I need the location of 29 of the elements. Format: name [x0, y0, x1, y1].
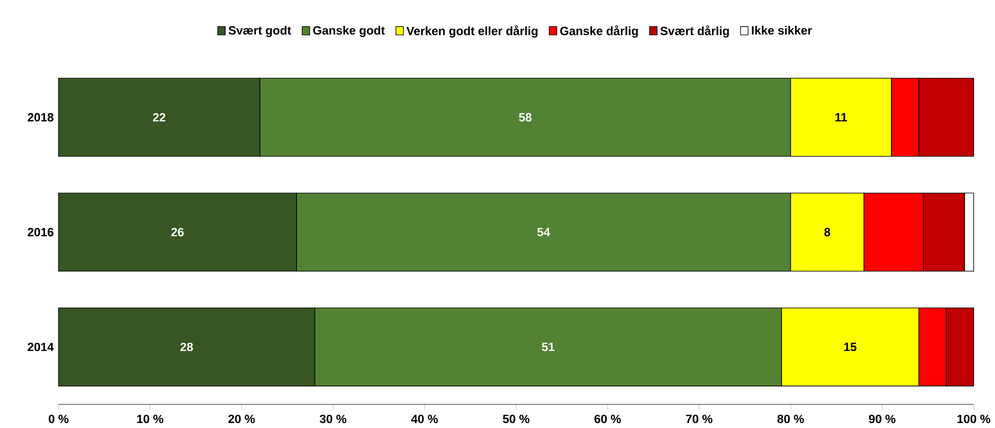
y-tick-label: 2018	[28, 113, 54, 122]
data-label: 58	[519, 113, 532, 122]
x-tick-label: 30 %	[320, 414, 346, 424]
legend-label: Ikke sikker	[752, 26, 812, 35]
x-tick-label: 20 %	[228, 414, 255, 424]
data-label: 22	[152, 113, 166, 122]
x-tick-label: 60 %	[594, 414, 621, 424]
x-tick-label: 10 %	[137, 414, 164, 424]
legend-label: Verken godt eller dårlig	[406, 25, 538, 38]
legend-label: Ganske godt	[313, 26, 385, 38]
x-tick-label: 90 %	[868, 414, 896, 424]
data-label: 51	[542, 342, 554, 352]
legend-label: Svært dårlig	[660, 25, 729, 38]
x-tick-label: 70 %	[686, 414, 712, 424]
x-tick-label: 40 %	[411, 414, 438, 424]
x-tick-label: 50 %	[502, 414, 530, 424]
data-label: 15	[844, 342, 856, 352]
x-tick-label: 100 %	[958, 414, 990, 424]
x-tick-label: 80 %	[777, 414, 804, 424]
data-label: 26	[171, 228, 184, 237]
y-tick-label: 2016	[28, 228, 54, 237]
x-tick-label: 0 %	[48, 414, 68, 424]
y-tick-label: 2014	[28, 342, 54, 352]
data-label: 28	[180, 342, 193, 352]
data-label: 8	[824, 228, 830, 237]
data-label: 54	[537, 228, 550, 236]
data-label: 11	[835, 113, 847, 122]
legend-label: Ganske dårlig	[560, 25, 638, 38]
legend-label: Svært godt	[228, 26, 292, 38]
